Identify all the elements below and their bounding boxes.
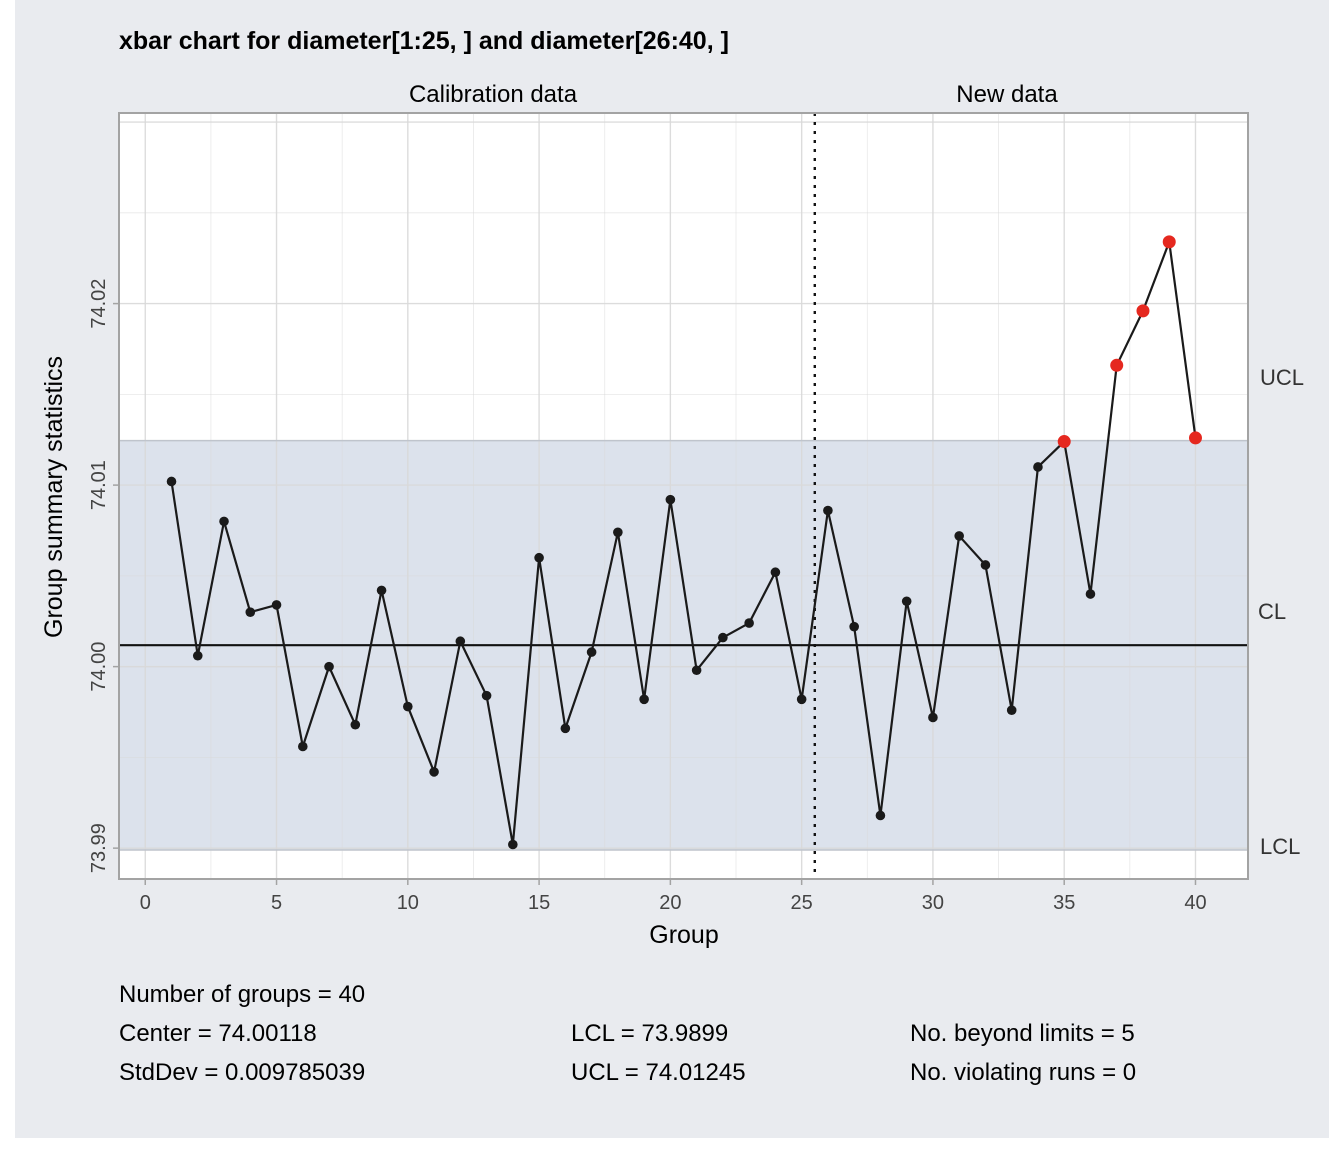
plot-border xyxy=(118,112,1249,880)
data-point xyxy=(770,567,781,578)
summary-lcl: LCL = 73.9899 xyxy=(571,1020,729,1047)
data-point xyxy=(639,694,649,705)
summary-ucl: UCL = 74.01245 xyxy=(571,1059,746,1086)
data-point xyxy=(586,647,597,657)
summary-col-2: LCL = 73.9899 UCL = 74.01245 xyxy=(571,1014,746,1092)
region-label-calibration: Calibration data xyxy=(409,81,578,108)
data-point xyxy=(665,494,676,505)
data-point xyxy=(271,600,282,610)
cl-label: CL xyxy=(1258,599,1286,624)
data-point xyxy=(481,690,492,701)
data-point xyxy=(928,712,938,723)
y-tick-label: 74.00 xyxy=(88,642,110,692)
data-point xyxy=(324,661,334,672)
data-point xyxy=(980,560,991,570)
data-point xyxy=(429,767,439,777)
data-point xyxy=(455,636,466,647)
series-line xyxy=(170,240,1197,846)
x-tick-label: 40 xyxy=(1184,892,1206,914)
data-point xyxy=(245,607,256,617)
chart-title: xbar chart for diameter[1:25, ] and diam… xyxy=(119,27,729,55)
data-point xyxy=(901,596,912,607)
data-point xyxy=(718,632,728,643)
x-tick-label: 25 xyxy=(791,892,813,914)
region-label-new: New data xyxy=(956,81,1058,108)
data-point xyxy=(560,723,571,734)
x-tick-label: 0 xyxy=(140,892,151,914)
violation-point xyxy=(1110,358,1124,372)
y-tick-label: 74.01 xyxy=(88,460,110,510)
data-point xyxy=(1033,462,1043,472)
x-tick-label: 30 xyxy=(922,892,944,914)
x-tick-label: 5 xyxy=(271,892,282,914)
violation-point xyxy=(1136,304,1150,318)
summary-beyond-limits: No. beyond limits = 5 xyxy=(910,1020,1135,1047)
y-tick-label: 73.99 xyxy=(88,823,110,873)
violation-point xyxy=(1188,431,1202,445)
plot-area: 0 5 10 15 20 25 30 35 40 73.99 74.00 74.01 74.02 xyxy=(88,112,1249,914)
data-point xyxy=(1085,589,1096,599)
x-tick-label: 35 xyxy=(1053,892,1075,914)
data-point xyxy=(849,621,859,632)
data-point xyxy=(613,527,623,538)
violation-point xyxy=(1162,235,1176,249)
data-point xyxy=(954,531,964,541)
summary-groups: Number of groups = 40 xyxy=(119,981,366,1008)
summary-col-3: No. beyond limits = 5 No. violating runs… xyxy=(910,1014,1136,1092)
data-point xyxy=(823,505,833,516)
data-point xyxy=(534,552,544,563)
summary-violating-runs: No. violating runs = 0 xyxy=(910,1059,1137,1086)
x-axis-title: Group xyxy=(649,921,718,949)
violation-point xyxy=(1057,435,1071,449)
lcl-label: LCL xyxy=(1260,834,1300,859)
summary-stddev: StdDev = 0.009785039 xyxy=(119,1059,366,1086)
data-point xyxy=(297,741,308,752)
data-point xyxy=(875,810,886,821)
data-point xyxy=(166,476,177,487)
ucl-label: UCL xyxy=(1260,365,1304,390)
x-tick-label: 10 xyxy=(397,892,419,914)
data-point xyxy=(350,719,361,730)
data-point xyxy=(219,516,229,527)
data-point xyxy=(192,650,203,661)
x-tick-label: 15 xyxy=(528,892,550,914)
data-point xyxy=(1006,705,1017,715)
data-point xyxy=(691,665,702,676)
summary-center: Center = 74.00118 xyxy=(119,1020,317,1047)
data-point xyxy=(744,618,754,628)
summary-col-1: Number of groups = 40 Center = 74.00118 … xyxy=(119,975,365,1092)
data-point xyxy=(403,701,413,712)
x-tick-label: 20 xyxy=(659,892,681,914)
data-point xyxy=(376,585,387,596)
y-axis-title: Group summary statistics xyxy=(40,356,68,638)
xbar-chart: xbar chart for diameter[1:25, ] and diam… xyxy=(40,27,1304,949)
data-point xyxy=(508,839,518,850)
chart-panel: xbar chart for diameter[1:25, ] and diam… xyxy=(15,0,1329,1138)
data-point xyxy=(796,694,807,705)
y-tick-label: 74.02 xyxy=(88,279,110,329)
